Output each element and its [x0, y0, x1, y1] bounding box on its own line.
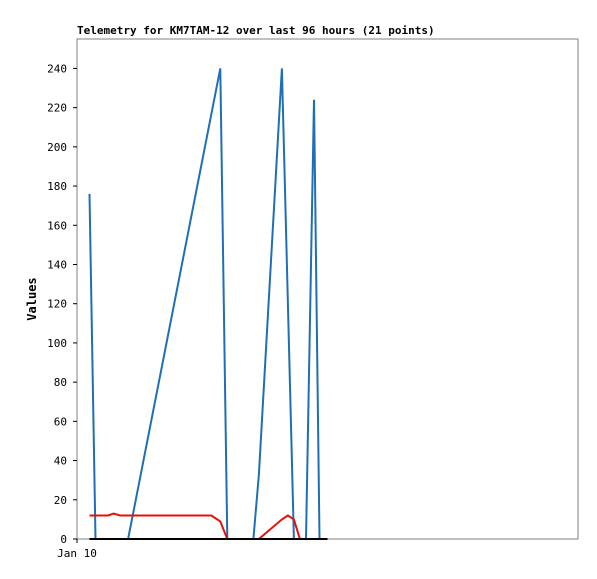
y-tick-label: 200	[47, 141, 67, 154]
y-tick-label: 160	[47, 219, 67, 232]
chart-title: Telemetry for KM7TAM-12 over last 96 hou…	[77, 24, 435, 37]
y-axis: 0 20 40 60 80 100 120 140 160 180 200 220 240	[47, 62, 77, 546]
series-line-1	[88, 68, 328, 540]
y-tick-label: 220	[47, 102, 67, 115]
y-tick-label: 40	[54, 455, 67, 468]
y-tick-label: 120	[47, 298, 67, 311]
series-line-2	[89, 512, 328, 540]
y-tick-label: 180	[47, 180, 67, 193]
y-axis-label: Values	[25, 277, 39, 320]
y-tick-label: 20	[54, 494, 67, 507]
y-tick-label: 60	[54, 415, 67, 428]
y-tick-label: 100	[47, 337, 67, 350]
y-tick-label: 240	[47, 62, 67, 75]
y-tick-label: 140	[47, 258, 67, 271]
y-tick-label: 80	[54, 376, 67, 389]
y-tick-label: 0	[60, 533, 67, 546]
x-axis: Jan 10	[57, 539, 97, 560]
x-tick-label: Jan 10	[57, 547, 97, 560]
plot-area-frame	[76, 38, 579, 540]
series-layer	[88, 68, 328, 540]
